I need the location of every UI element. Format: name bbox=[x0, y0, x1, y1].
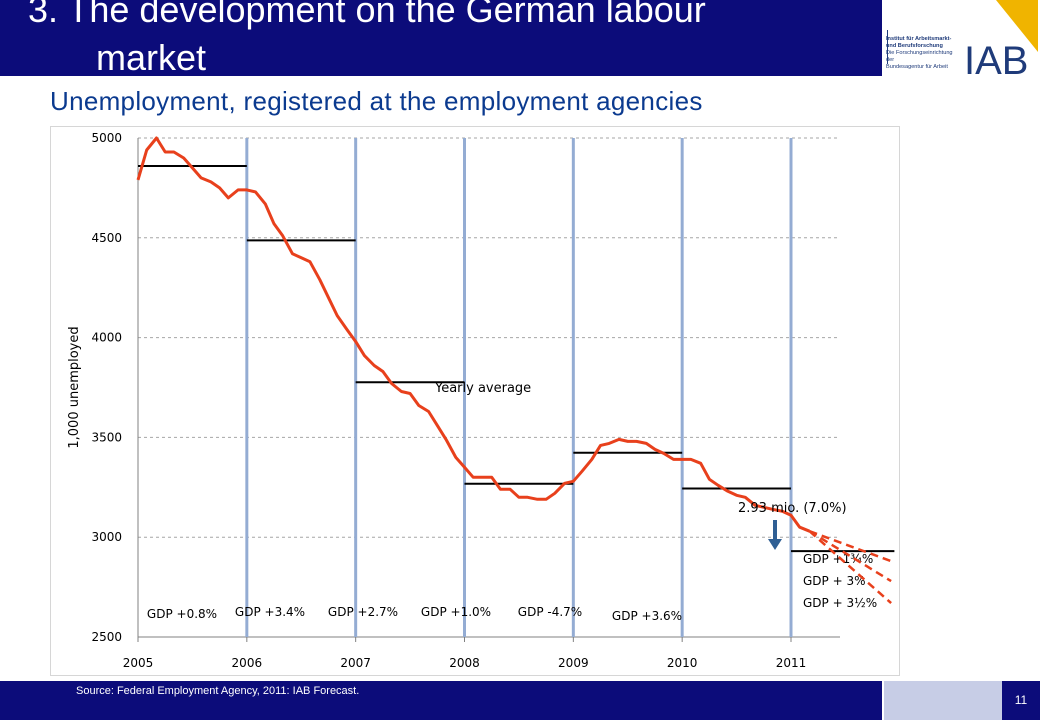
title-bar: 3. The development on the German labour … bbox=[0, 0, 882, 76]
y-axis-label: 1,000 unemployed bbox=[67, 326, 82, 448]
x-tick-label: 2010 bbox=[667, 656, 698, 670]
gdp-label: GDP +0.8% bbox=[147, 607, 217, 621]
y-tick-label: 3500 bbox=[91, 430, 122, 444]
gdp-label: GDP +2.7% bbox=[328, 605, 398, 619]
logo-letters: IAB bbox=[964, 39, 1028, 78]
x-tick-label: 2007 bbox=[340, 656, 371, 670]
x-tick-label: 2005 bbox=[123, 656, 154, 670]
slide-title-line1: 3. The development on the German labour bbox=[28, 0, 706, 30]
chart-frame bbox=[50, 126, 900, 676]
unemployment-chart: 2500 3000 3500 4000 4500 5000 2005 2006 2007 2008… bbox=[67, 131, 895, 670]
forecast-arrow-head bbox=[768, 539, 782, 550]
y-tick-label: 4500 bbox=[91, 231, 122, 245]
forecast-label: GDP + 3% bbox=[803, 574, 866, 588]
logo-accent-shape bbox=[996, 0, 1038, 52]
forecast-value-annotation: 2.93 mio. (7.0%) bbox=[738, 501, 847, 516]
logo-text-line1: Institut für Arbeitsmarkt- bbox=[886, 36, 952, 42]
y-tick-label: 3000 bbox=[91, 530, 122, 544]
footer-bar: Source: Federal Employment Agency, 2011:… bbox=[0, 681, 882, 720]
iab-logo: IAB Institut für Arbeitsmarkt- und Beruf… bbox=[884, 0, 1040, 83]
logo-text-line3: Die Forschungseinrichtung der bbox=[886, 50, 953, 63]
chart-subtitle: Unemployment, registered at the employme… bbox=[50, 86, 703, 116]
slide-title-line2: market bbox=[96, 37, 207, 76]
forecast-line bbox=[808, 530, 892, 583]
page-number: 11 bbox=[1002, 681, 1040, 720]
forecast-line bbox=[809, 530, 892, 563]
forecast-label: GDP +1¾% bbox=[803, 552, 873, 566]
logo-divider bbox=[887, 30, 888, 64]
forecast-line bbox=[808, 530, 892, 605]
gdp-label: GDP -4.7% bbox=[518, 605, 582, 619]
gdp-label: GDP +3.6% bbox=[612, 609, 682, 623]
y-tick-label: 2500 bbox=[91, 630, 122, 644]
x-tick-label: 2006 bbox=[232, 656, 263, 670]
iab-logo-graphic: IAB bbox=[887, 0, 1038, 83]
gdp-label: GDP +1.0% bbox=[421, 605, 491, 619]
y-tick-label: 4000 bbox=[91, 331, 122, 345]
forecast-label: GDP + 3½% bbox=[803, 596, 877, 610]
logo-institute-text: Institut für Arbeitsmarkt- und Berufsfor… bbox=[886, 36, 962, 71]
slide-title: 3. The development on the German labour … bbox=[28, 0, 868, 76]
y-tick-label: 5000 bbox=[91, 131, 122, 145]
x-tick-label: 2009 bbox=[558, 656, 589, 670]
gdp-label: GDP +3.4% bbox=[235, 605, 305, 619]
logo-text-line2: und Berufsforschung bbox=[886, 43, 943, 49]
x-tick-label: 2008 bbox=[449, 656, 480, 670]
yearly-average-annotation: Yearly average bbox=[434, 381, 531, 396]
footer-accent-box bbox=[884, 681, 1002, 720]
logo-text-line4: Bundesagentur für Arbeit bbox=[886, 64, 948, 70]
unemployment-line bbox=[136, 136, 811, 533]
source-note: Source: Federal Employment Agency, 2011:… bbox=[76, 685, 360, 697]
x-tick-label: 2011 bbox=[776, 656, 807, 670]
